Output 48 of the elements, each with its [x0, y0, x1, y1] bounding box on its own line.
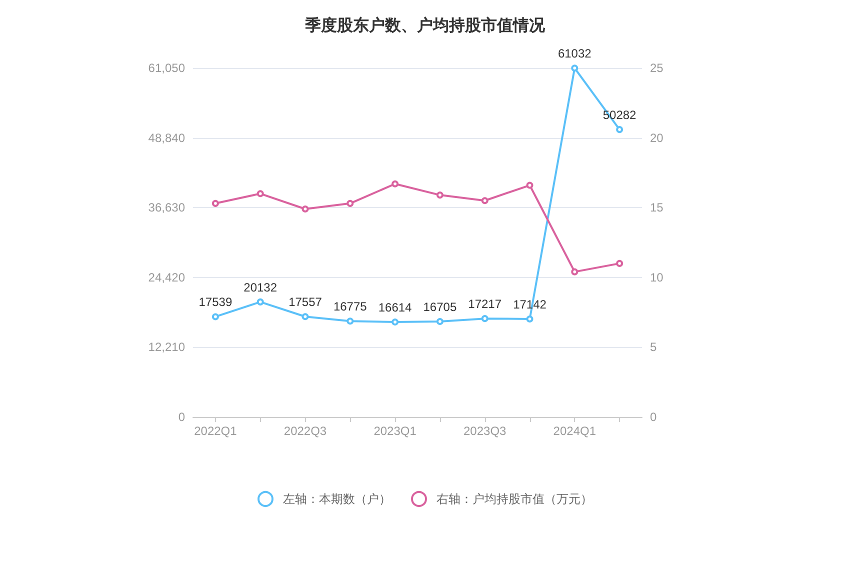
point [256, 298, 264, 306]
y2-tick-label: 10 [650, 270, 664, 284]
y-tick-label: 24,420 [148, 270, 186, 284]
point [436, 192, 444, 199]
data-label: 17557 [288, 295, 322, 310]
x-tick-label: 2022Q3 [284, 424, 327, 438]
y-tick-label: 0 [178, 410, 186, 424]
point [481, 197, 488, 204]
y2-tick-label: 5 [650, 340, 657, 354]
data-label: 16614 [378, 300, 412, 315]
y-tick-label: 48,840 [148, 130, 186, 145]
x-tick-label: 2024Q1 [553, 424, 596, 438]
y2-tick-label: 15 [650, 200, 664, 215]
point [346, 200, 354, 207]
point [526, 316, 534, 323]
y-tick-label: 61,050 [148, 61, 186, 75]
point [256, 190, 264, 198]
point [346, 318, 354, 325]
point [212, 200, 219, 207]
y-tick-label: 12,210 [148, 340, 186, 354]
chart-title: 季度股东户数、户均持股市值情况 [304, 16, 546, 34]
point [436, 318, 444, 325]
point [616, 260, 624, 267]
x-tick-label: 2023Q1 [374, 424, 417, 438]
point [392, 180, 399, 188]
y2-tick-label: 0 [650, 410, 657, 424]
y2-tick-label: 25 [650, 61, 664, 75]
x-tick-label: 2023Q3 [464, 424, 507, 438]
y2-tick-label: 20 [650, 130, 664, 145]
data-label: 20132 [244, 280, 278, 294]
legend-label: 左轴：本期数（户） [283, 492, 391, 506]
data-label: 17217 [468, 297, 502, 312]
y-tick-label: 36,630 [148, 200, 186, 215]
point [392, 318, 399, 326]
point [526, 182, 534, 189]
point [212, 313, 219, 320]
x-tick-label: 2022Q1 [194, 424, 238, 438]
point [302, 313, 309, 320]
point [616, 126, 624, 134]
data-label: 16705 [423, 300, 457, 314]
data-label: 61032 [558, 46, 592, 61]
point [571, 268, 578, 276]
point [571, 64, 578, 72]
point [302, 205, 309, 212]
data-label: 17539 [198, 295, 232, 310]
data-label: 16775 [333, 300, 368, 314]
point [481, 315, 488, 322]
legend-label: 右轴：户均持股市值（万元） [436, 492, 592, 506]
